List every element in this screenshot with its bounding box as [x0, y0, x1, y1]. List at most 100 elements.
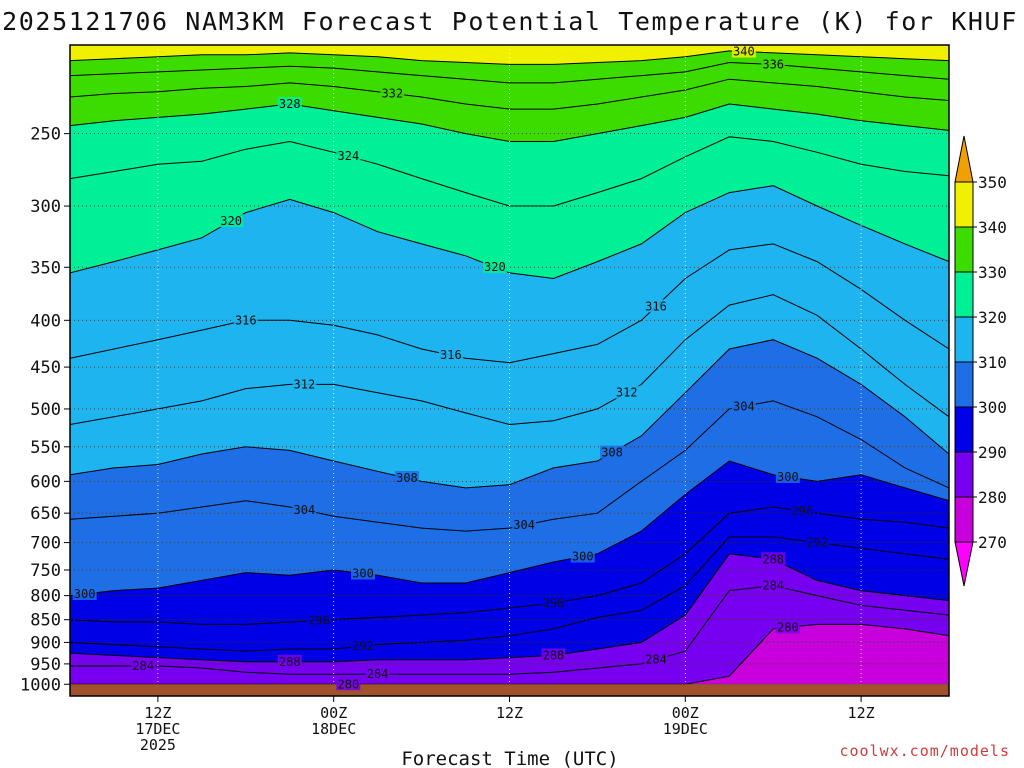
contour-label: 304 — [512, 518, 537, 532]
contour-label-text: 312 — [294, 377, 316, 391]
ground-fill — [70, 684, 949, 696]
contour-label-text: 284 — [645, 653, 667, 667]
colorbar-segment — [954, 496, 974, 543]
colorbar-label: 340 — [978, 218, 1007, 237]
contour-label: 312 — [614, 385, 639, 400]
contour-label-text: 296 — [308, 613, 330, 627]
contour-label-text: 324 — [338, 149, 360, 163]
y-tick-label: 250 — [30, 125, 61, 145]
contour-label-text: 332 — [381, 87, 403, 101]
contour-label-text: 288 — [543, 648, 565, 662]
chart-title: 2025121706 NAM3KM Forecast Potential Tem… — [2, 7, 1018, 36]
contour-label: 316 — [233, 313, 258, 327]
y-tick-label: 700 — [30, 534, 61, 554]
contour-label: 316 — [438, 348, 463, 362]
contour-label: 292 — [805, 535, 830, 550]
contour-label-text: 304 — [513, 518, 535, 532]
contour-label-text: 308 — [396, 471, 418, 485]
contour-label: 300 — [570, 549, 595, 564]
contour-label-text: 288 — [279, 655, 301, 669]
colorbar-segment — [954, 316, 974, 363]
x-tick-label: 12Z — [496, 704, 523, 722]
y-tick-label: 900 — [30, 633, 61, 653]
contour-label: 328 — [277, 96, 302, 111]
colorbar-segment — [954, 406, 974, 453]
colorbar-segment — [954, 181, 974, 228]
y-tick-label: 550 — [30, 438, 61, 458]
band-340 — [70, 45, 949, 65]
contour-label: 280 — [775, 620, 800, 634]
colorbar-segment — [954, 451, 974, 498]
contour-label: 296 — [541, 596, 566, 610]
colorbar-segment — [954, 361, 974, 408]
y-tick-label: 750 — [30, 561, 61, 581]
colorbar-label: 350 — [978, 173, 1007, 192]
contour-label: 284 — [644, 652, 668, 667]
colorbar-segment — [954, 226, 974, 273]
contour-label: 312 — [292, 377, 317, 391]
contour-label: 320 — [482, 260, 507, 274]
contour-label-text: 316 — [645, 299, 667, 313]
x-tick-label: 00Z — [672, 704, 699, 722]
y-tick-label: 650 — [30, 504, 61, 524]
y-tick-label: 600 — [30, 472, 61, 492]
contour-label: 284 — [365, 667, 390, 681]
colorbar-label: 300 — [978, 398, 1007, 417]
isentrope-312 — [70, 294, 949, 426]
contour-label: 340 — [731, 45, 756, 59]
contour-label-text: 280 — [338, 677, 360, 691]
isentrope-320 — [70, 185, 949, 280]
contour-label: 280 — [336, 677, 361, 691]
y-tick-label: 950 — [30, 655, 61, 675]
x-tick-label: 17DEC — [135, 720, 180, 738]
contour-labels: 332 328 324 320 340 336 316 320 316 312 316 312 304 3… — [72, 45, 830, 691]
isentrope-340 — [70, 50, 949, 65]
contour-label-text: 280 — [777, 620, 799, 634]
contour-label-text: 300 — [572, 550, 594, 564]
colorbar: 270 280 290 300 310 320 330 340 350 — [954, 135, 1007, 587]
colorbar-label: 280 — [978, 488, 1007, 507]
contour-label-text: 288 — [762, 552, 784, 566]
colorbar-label: 310 — [978, 353, 1007, 372]
contour-label: 296 — [790, 504, 815, 518]
contour-label: 288 — [541, 648, 566, 662]
isentrope-284 — [70, 585, 949, 675]
contour-label-text: 316 — [440, 348, 462, 362]
contour-label: 284 — [131, 658, 156, 673]
isentrope-336 — [70, 61, 949, 84]
contour-label: 292 — [351, 639, 375, 653]
y-tick-label: 300 — [30, 197, 61, 217]
isentrope-292 — [70, 536, 949, 652]
y-tick-label: 450 — [30, 358, 61, 378]
colorbar-segment — [954, 271, 974, 318]
contour-label: 332 — [380, 86, 405, 101]
contour-label-text: 284 — [762, 579, 784, 593]
contour-label-text: 320 — [220, 214, 242, 228]
contour-label-text: 336 — [762, 57, 784, 71]
colorbar-label: 290 — [978, 443, 1007, 462]
y-tick-label: 1000 — [20, 675, 61, 695]
x-axis-label: Forecast Time (UTC) — [401, 748, 618, 768]
contour-label: 304 — [731, 399, 756, 413]
contour-label: 320 — [219, 214, 244, 228]
contour-label: 288 — [761, 552, 786, 566]
contour-label-text: 300 — [352, 567, 374, 581]
plot-area: 332 328 324 320 340 336 316 320 316 312 316 312 304 3… — [70, 45, 949, 696]
contour-label: 316 — [644, 299, 668, 313]
x-tick-label: 2025 — [140, 736, 176, 754]
x-tick-label: 19DEC — [663, 720, 708, 738]
contour-label: 304 — [292, 503, 317, 517]
colorbar-low-arrow — [954, 541, 974, 587]
isentrope-304 — [70, 400, 949, 532]
contour-label-text: 296 — [543, 596, 565, 610]
contour-label-text: 300 — [777, 470, 799, 484]
contour-label-text: 312 — [616, 386, 638, 400]
y-tick-label: 800 — [30, 587, 61, 607]
credit-link[interactable]: coolwx.com/models — [839, 742, 1010, 760]
x-tick-label: 00Z — [320, 704, 347, 722]
colorbar-label: 270 — [978, 533, 1007, 552]
contour-label-text: 296 — [792, 504, 814, 518]
contour-label: 300 — [72, 586, 97, 601]
